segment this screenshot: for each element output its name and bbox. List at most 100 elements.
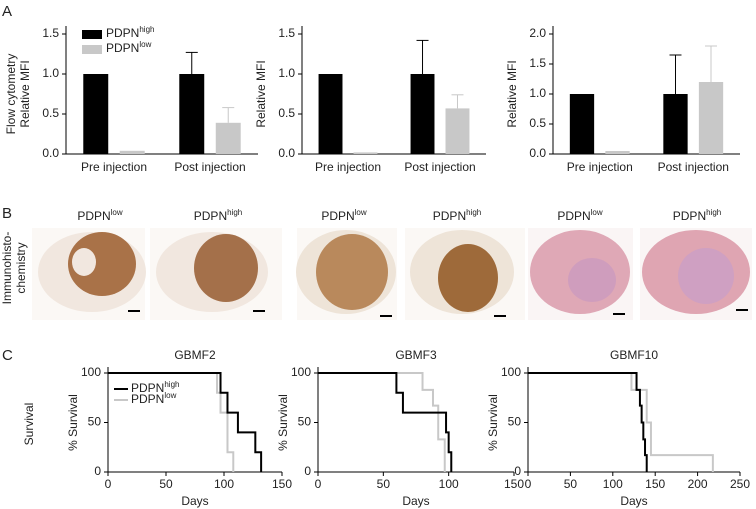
panel-label: C — [2, 347, 13, 364]
image-label: PDPNhigh — [433, 208, 481, 224]
bar — [353, 152, 378, 154]
y-tick-label: 0.0 — [42, 146, 59, 160]
legend-label: PDPNhigh — [131, 380, 179, 396]
bar — [605, 151, 630, 154]
x-tick-label: Post injection — [404, 160, 475, 174]
survival-line — [528, 372, 648, 472]
bar — [698, 82, 724, 154]
label-text: PDPN — [106, 26, 139, 40]
y-axis-label: % Survival — [486, 394, 500, 451]
image-label: PDPNlow — [77, 208, 123, 224]
survival-line — [528, 372, 714, 472]
y-axis-label: % Survival — [276, 394, 290, 451]
y-tick-label: 100 — [81, 365, 101, 379]
x-tick-label: Pre injection — [315, 160, 381, 174]
y-tick-label: 0.5 — [529, 116, 546, 130]
bar — [215, 122, 241, 154]
x-tick-label: 100 — [603, 477, 623, 491]
y-axis-label: Relative MFI — [254, 60, 268, 127]
y-tick-label: 2.0 — [529, 26, 546, 40]
legend-label: PDPNhigh — [106, 25, 154, 41]
label-text: PDPN — [131, 392, 164, 406]
bar — [179, 74, 205, 154]
x-tick-label: 50 — [564, 477, 578, 491]
bar — [83, 74, 109, 154]
y-tick-label: 1.5 — [42, 26, 59, 40]
label-sup: high — [164, 380, 179, 389]
image-label: PDPNhigh — [673, 208, 721, 224]
x-tick-label: 50 — [159, 477, 173, 491]
label-text: PDPN — [557, 209, 590, 223]
y-tick-label: 0.0 — [278, 146, 295, 160]
chart-title: GBMF10 — [610, 348, 658, 362]
y-tick-label: 50 — [88, 415, 102, 429]
x-tick-label: 50 — [377, 477, 391, 491]
y-tick-label: 0 — [304, 464, 311, 478]
error-bar — [185, 51, 198, 74]
legend-label: PDPNlow — [131, 391, 177, 407]
x-tick-label: Pre injection — [81, 160, 147, 174]
label-sup: high — [227, 208, 242, 217]
x-tick-label: 150 — [272, 477, 292, 491]
label-sup: low — [355, 208, 367, 217]
y-tick-label: 100 — [291, 365, 311, 379]
bar — [445, 108, 470, 154]
bar — [663, 94, 688, 154]
label-text: PDPN — [106, 41, 139, 55]
legend-swatch — [82, 30, 102, 39]
x-tick-label: 150 — [645, 477, 665, 491]
label-text: PDPN — [194, 209, 227, 223]
y-tick-label: 1.0 — [529, 86, 546, 100]
label-text: PDPN — [673, 209, 706, 223]
y-tick-label: 50 — [508, 415, 522, 429]
x-axis-label: Days — [620, 494, 647, 508]
panel-label: B — [2, 205, 12, 222]
x-tick-label: 200 — [688, 477, 708, 491]
bar — [318, 74, 343, 154]
error-bar — [669, 54, 682, 94]
y-tick-label: 0.5 — [42, 106, 59, 120]
error-bar — [416, 39, 429, 74]
x-tick-label: Post injection — [658, 160, 729, 174]
chart-title: GBMF3 — [395, 348, 437, 362]
error-bar — [222, 107, 235, 123]
survival-line — [108, 372, 235, 472]
y-axis-label: % Survival — [66, 394, 80, 451]
y-tick-label: 1.0 — [278, 66, 295, 80]
x-tick-label: 0 — [105, 477, 112, 491]
x-tick-label: 100 — [439, 477, 459, 491]
image-label: PDPNlow — [557, 208, 603, 224]
y-tick-label: 50 — [298, 415, 312, 429]
y-tick-label: 1.5 — [529, 56, 546, 70]
label-sup: low — [139, 40, 151, 49]
label-text: PDPN — [77, 209, 110, 223]
row-label: Immunohisto- — [0, 232, 14, 305]
panel-label: A — [2, 3, 12, 20]
y-tick-label: 0.5 — [278, 106, 295, 120]
survival-line — [318, 372, 446, 472]
legend-label: PDPNlow — [106, 40, 152, 56]
y-tick-label: 100 — [501, 365, 521, 379]
label-text: PDPN — [131, 381, 164, 395]
y-tick-label: 1.0 — [42, 66, 59, 80]
legend-swatch — [82, 45, 102, 54]
error-bar — [451, 94, 464, 109]
row-label: Flow cytometry — [4, 54, 18, 135]
chart-title: GBMF2 — [174, 348, 216, 362]
x-tick-label: 150 — [504, 477, 524, 491]
row-label: Survival — [22, 403, 36, 446]
label-sup: low — [164, 391, 176, 400]
label-sup: high — [706, 208, 721, 217]
y-tick-label: 1.5 — [278, 26, 295, 40]
bar — [410, 74, 435, 154]
x-tick-label: Post injection — [174, 160, 245, 174]
x-axis-label: Days — [181, 494, 208, 508]
label-sup: high — [466, 208, 481, 217]
label-sup: low — [111, 208, 123, 217]
y-axis-label: Relative MFI — [18, 60, 32, 127]
error-bar — [705, 45, 718, 82]
label-sup: low — [591, 208, 603, 217]
label-sup: high — [139, 25, 154, 34]
label-text: PDPN — [433, 209, 466, 223]
